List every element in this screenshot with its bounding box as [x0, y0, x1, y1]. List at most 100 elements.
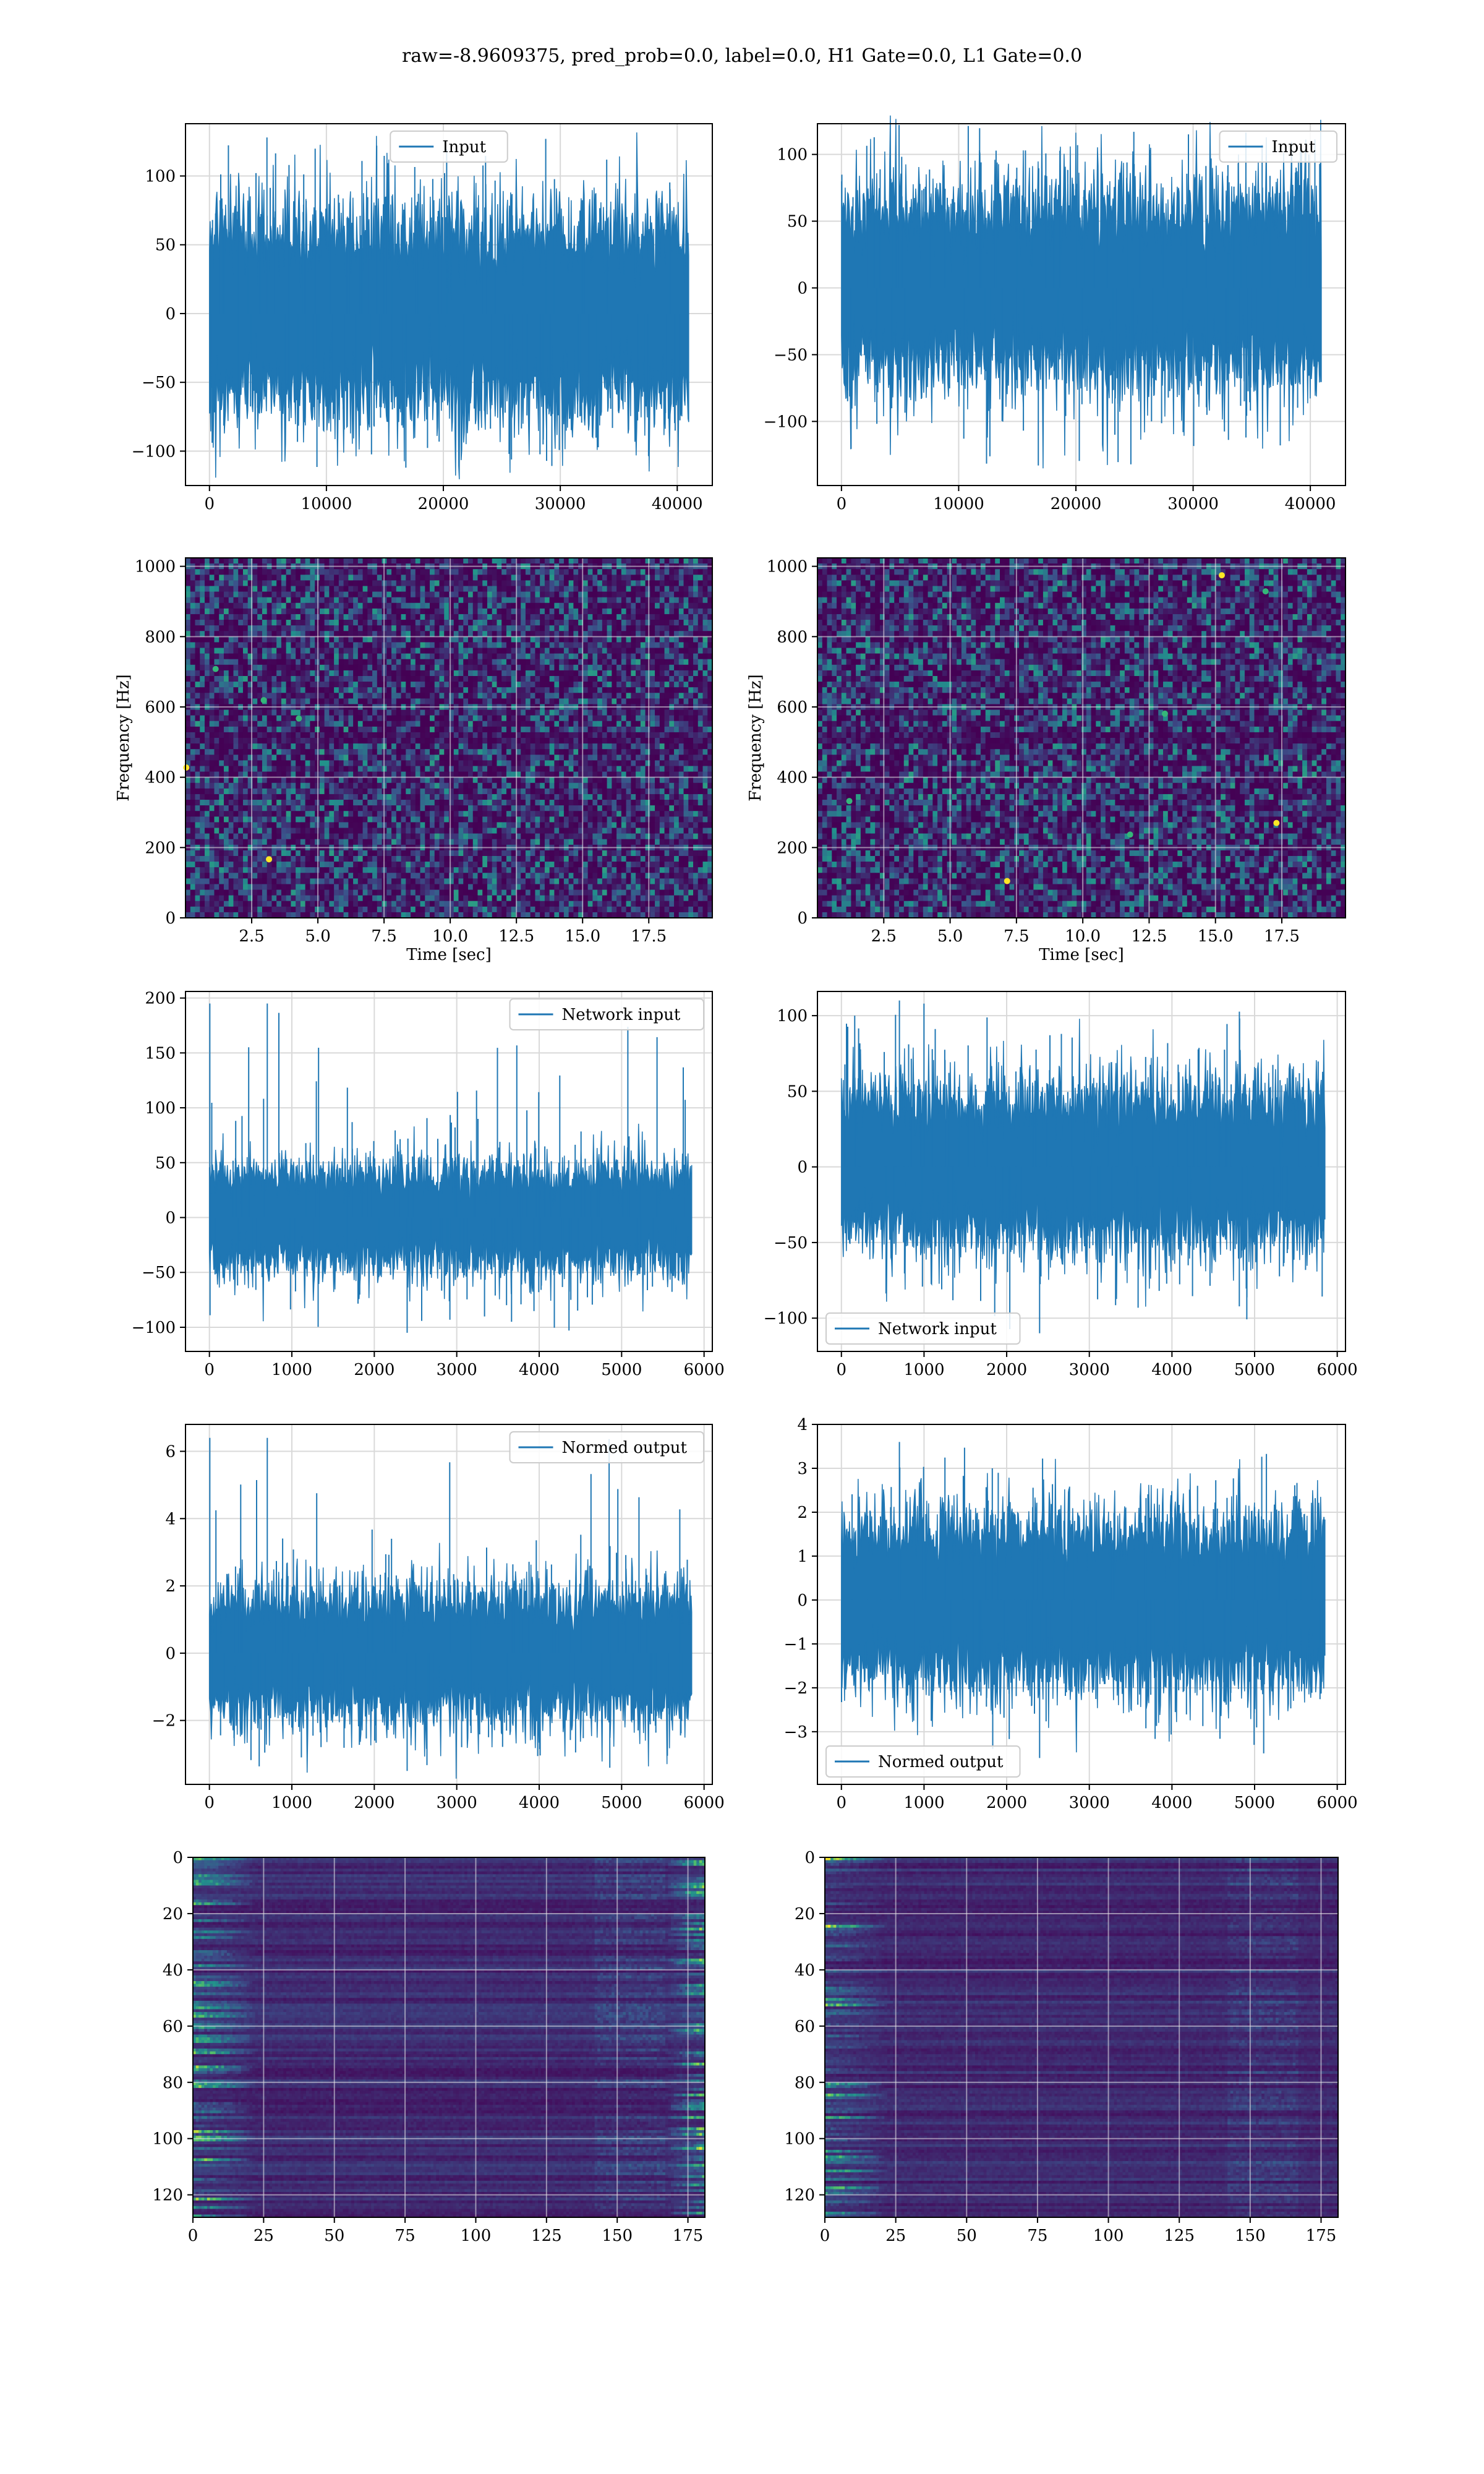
x-tick-label: 75 — [395, 2227, 416, 2245]
x-tick-label: 0 — [820, 2227, 830, 2245]
figure-suptitle: raw=-8.9609375, pred_prob=0.0, label=0.0… — [402, 45, 1082, 67]
y-tick-label: 4 — [165, 1510, 176, 1528]
y-tick-label: 150 — [145, 1044, 176, 1063]
x-tick-label: 3000 — [437, 1794, 477, 1812]
y-tick-label: 400 — [777, 769, 808, 787]
x-tick-label: 5000 — [1234, 1361, 1275, 1379]
x-tick-label: 7.5 — [371, 927, 396, 946]
x-tick-label: 10000 — [933, 495, 984, 513]
y-tick-label: 0 — [165, 1645, 176, 1663]
y-tick-label: 800 — [145, 628, 176, 646]
x-tick-label: 3000 — [1069, 1794, 1110, 1812]
x-tick-label: 2000 — [354, 1361, 394, 1379]
y-tick-label: 800 — [777, 628, 808, 646]
x-tick-label: 2.5 — [871, 927, 897, 946]
x-tick-label: 100 — [1093, 2227, 1124, 2245]
x-tick-label: 25 — [254, 2227, 274, 2245]
x-tick-label: 0 — [204, 1794, 215, 1812]
x-tick-label: 0 — [188, 2227, 198, 2245]
y-tick-label: 600 — [777, 698, 808, 717]
heatmap-cells — [817, 558, 1346, 918]
y-tick-label: 50 — [787, 213, 808, 231]
x-tick-label: 5000 — [1234, 1794, 1275, 1812]
y-tick-label: 0 — [797, 280, 808, 298]
x-tick-label: 125 — [531, 2227, 562, 2245]
x-tick-label: 4000 — [519, 1361, 560, 1379]
heatmap-cells — [186, 558, 713, 918]
heatmap-bright-point — [846, 798, 853, 804]
x-tick-label: 0 — [836, 1794, 846, 1812]
x-tick-label: 12.5 — [498, 927, 534, 946]
x-tick-label: 4000 — [1151, 1794, 1192, 1812]
heatmap-bright-point — [1263, 588, 1269, 594]
y-axis-label: Frequency [Hz] — [114, 674, 133, 802]
x-tick-label: 2.5 — [239, 927, 264, 946]
y-tick-label: −1 — [784, 1635, 808, 1654]
legend-entry: Input — [442, 138, 486, 156]
y-tick-label: 20 — [795, 1905, 815, 1924]
y-tick-label: 400 — [145, 769, 176, 787]
y-tick-label: 80 — [795, 2074, 815, 2092]
y-tick-label: 60 — [163, 2018, 183, 2036]
legend-entry: Normed output — [878, 1753, 1004, 1771]
heatmap-bright-point — [1219, 572, 1225, 578]
x-tick-label: 1000 — [271, 1361, 312, 1379]
y-tick-label: 200 — [145, 990, 176, 1008]
y-tick-label: 0 — [797, 909, 808, 928]
x-tick-label: 0 — [837, 495, 847, 513]
y-tick-label: −100 — [132, 442, 176, 461]
y-tick-label: −2 — [784, 1679, 808, 1698]
y-tick-label: −2 — [152, 1712, 176, 1731]
x-tick-label: 40000 — [652, 495, 703, 513]
x-tick-label: 20000 — [418, 495, 469, 513]
y-tick-label: 20 — [163, 1905, 183, 1924]
y-tick-label: 100 — [152, 2130, 183, 2149]
x-tick-label: 175 — [1306, 2227, 1337, 2245]
legend-entry: Network input — [878, 1320, 997, 1338]
y-tick-label: 1 — [797, 1547, 808, 1566]
y-tick-label: 1000 — [767, 558, 808, 576]
y-tick-label: 50 — [155, 236, 176, 255]
x-tick-label: 175 — [673, 2227, 704, 2245]
x-tick-label: 5.0 — [937, 927, 963, 946]
x-tick-label: 3000 — [437, 1361, 477, 1379]
heatmap-cells — [193, 1857, 706, 2218]
x-tick-label: 150 — [602, 2227, 633, 2245]
legend-entry: Normed output — [562, 1439, 688, 1457]
y-tick-label: 50 — [155, 1154, 176, 1173]
x-tick-label: 15.0 — [1198, 927, 1234, 946]
heatmap-bright-point — [260, 697, 267, 703]
y-tick-label: 40 — [163, 1961, 183, 1980]
y-tick-label: 100 — [777, 146, 808, 165]
panel-l1_spectrogram: 2.5 5.0 7.5 10.0 12.5 15.0 17.5020040060080010… — [746, 558, 1346, 964]
y-axis-label: Frequency [Hz] — [746, 674, 765, 802]
x-tick-label: 2000 — [986, 1794, 1027, 1812]
y-tick-label: −50 — [142, 1264, 176, 1282]
heatmap-cells — [825, 1857, 1339, 2218]
x-tick-label: 0 — [204, 1361, 215, 1379]
x-tick-label: 25 — [885, 2227, 906, 2245]
y-tick-label: 0 — [804, 1849, 815, 1867]
legend: Network input — [510, 999, 704, 1030]
x-tick-label: 20000 — [1051, 495, 1102, 513]
y-tick-label: 0 — [173, 1849, 183, 1867]
heatmap-bright-point — [1004, 878, 1010, 884]
x-tick-label: 4000 — [1151, 1361, 1192, 1379]
x-tick-label: 2000 — [986, 1361, 1027, 1379]
x-tick-label: 50 — [957, 2227, 977, 2245]
x-tick-label: 5000 — [601, 1361, 642, 1379]
x-tick-label: 0 — [836, 1361, 846, 1379]
y-tick-label: −50 — [142, 374, 176, 392]
legend: Normed output — [510, 1432, 704, 1463]
heatmap-bright-point — [183, 764, 189, 771]
x-tick-label: 125 — [1164, 2227, 1195, 2245]
x-tick-label: 50 — [324, 2227, 344, 2245]
y-tick-label: 2 — [797, 1504, 808, 1522]
y-tick-label: 200 — [145, 839, 176, 857]
